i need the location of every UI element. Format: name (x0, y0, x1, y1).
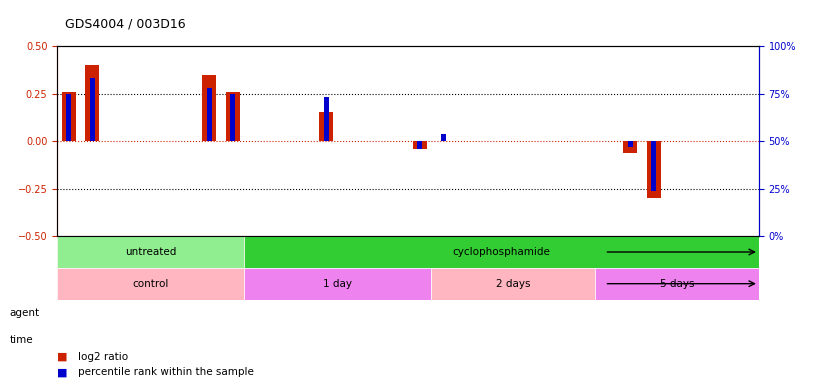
Text: cyclophosphamide: cyclophosphamide (453, 247, 551, 257)
Bar (651, 141, 656, 190)
Bar (623, 141, 637, 152)
Text: control: control (132, 279, 169, 289)
Bar (628, 141, 632, 147)
FancyBboxPatch shape (432, 268, 595, 300)
Bar (85, 65, 100, 141)
Text: 1 day: 1 day (323, 279, 353, 289)
Text: 2 days: 2 days (496, 279, 530, 289)
FancyBboxPatch shape (595, 268, 759, 300)
Text: log2 ratio: log2 ratio (78, 352, 127, 362)
Bar (66, 94, 71, 141)
FancyBboxPatch shape (57, 268, 244, 300)
Text: time: time (10, 335, 33, 345)
FancyBboxPatch shape (244, 268, 432, 300)
Text: ■: ■ (57, 352, 68, 362)
Bar (417, 141, 422, 149)
Bar (441, 134, 446, 141)
Bar (202, 74, 216, 141)
Bar (90, 78, 95, 141)
Text: agent: agent (10, 308, 40, 318)
Bar (413, 141, 427, 149)
Text: 5 days: 5 days (660, 279, 694, 289)
FancyBboxPatch shape (244, 236, 759, 268)
Bar (206, 88, 211, 141)
Text: untreated: untreated (125, 247, 176, 257)
Bar (230, 94, 235, 141)
FancyBboxPatch shape (57, 236, 244, 268)
Bar (62, 92, 76, 141)
Text: GDS4004 / 003D16: GDS4004 / 003D16 (65, 18, 186, 31)
Text: percentile rank within the sample: percentile rank within the sample (78, 367, 254, 377)
Bar (225, 92, 240, 141)
Bar (646, 141, 661, 198)
Text: ■: ■ (57, 367, 68, 377)
Bar (324, 98, 329, 141)
Bar (319, 112, 333, 141)
